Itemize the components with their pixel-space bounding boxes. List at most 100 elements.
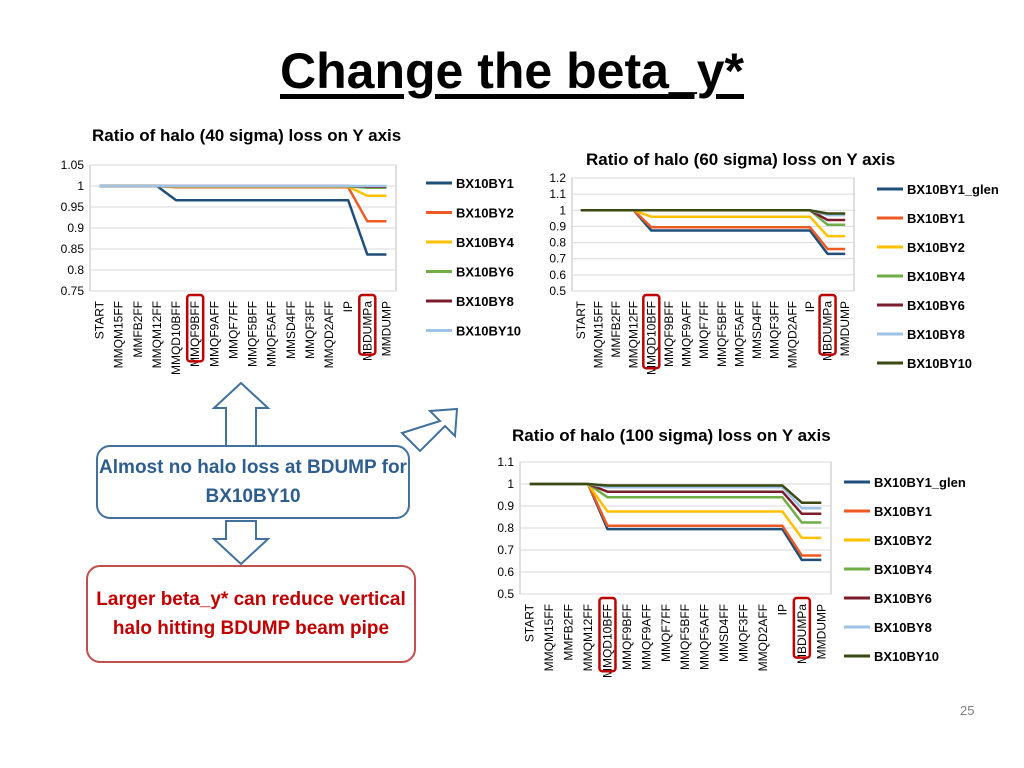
legend-label: BX10BY1_glen: [874, 475, 966, 490]
series-line: [580, 209, 846, 215]
series-line: [529, 482, 822, 504]
x-tick-label: MMSD4FF: [284, 301, 298, 359]
legend-label: BX10BY6: [907, 298, 965, 313]
x-tick-label: MMQM15FF: [542, 604, 556, 671]
chart-title-60-sigma: Ratio of halo (60 sigma) loss on Y axis: [586, 150, 896, 169]
x-tick-label: MMQD10BFF: [644, 301, 658, 375]
x-tick-label: MMQD10BFF: [600, 604, 614, 678]
legend-label: BX10BY4: [907, 269, 966, 284]
x-tick-label: MMFB2FF: [562, 604, 576, 661]
callout-no-halo-loss-text: Almost no halo loss at BDUMP for BX10BY1…: [99, 457, 407, 507]
page-number: 25: [960, 703, 975, 718]
y-tick-label: 1: [507, 477, 514, 491]
legend-label: BX10BY8: [907, 327, 965, 342]
legend-label: BX10BY1: [456, 176, 514, 191]
y-tick-label: 0.6: [497, 565, 514, 579]
legend-label: BX10BY1_glen: [907, 182, 999, 197]
slide-title: Change the beta_y*: [279, 43, 744, 99]
legend-label: BX10BY4: [874, 562, 933, 577]
x-tick-label: MMQM12FF: [627, 301, 641, 368]
highlight-box: [792, 596, 812, 659]
y-tick-label: 0.9: [549, 219, 566, 233]
chart-title-100-sigma: Ratio of halo (100 sigma) loss on Y axis: [512, 426, 831, 445]
x-tick-label: MMDUMP: [838, 301, 852, 356]
y-tick-label: 0.9: [497, 499, 514, 513]
highlight-box: [185, 293, 205, 363]
x-tick-label: MMSD4FF: [717, 604, 731, 662]
legend-label: BX10BY10: [456, 324, 521, 339]
y-tick-label: 1: [559, 203, 566, 217]
x-tick-label: MMQM15FF: [112, 301, 126, 368]
x-tick-label: MMQD2AFF: [785, 301, 799, 368]
y-tick-label: 0.8: [497, 521, 514, 535]
x-tick-label: MMQF9BFF: [662, 301, 676, 367]
x-tick-label: MMQF5BFF: [715, 301, 729, 367]
diagonal-arrow-icon: [400, 407, 459, 453]
y-tick-label: 0.95: [61, 200, 85, 214]
legend-label: BX10BY10: [874, 649, 939, 664]
y-tick-label: 0.7: [549, 252, 566, 266]
y-tick-label: 1: [77, 179, 84, 193]
legend-label: BX10BY2: [907, 240, 965, 255]
x-tick-label: MMQF3FF: [768, 301, 782, 359]
x-tick-label: MMFB2FF: [131, 301, 145, 358]
x-tick-label: MMQD2AFF: [322, 301, 336, 368]
y-tick-label: 0.5: [549, 284, 566, 298]
callout-larger-beta-text: Larger beta_y* can reduce vertical halo …: [96, 589, 406, 639]
x-tick-label: MMQF9AFF: [207, 301, 221, 367]
x-tick-label: MMQF5AFF: [732, 301, 746, 367]
y-tick-label: 0.6: [549, 268, 566, 282]
y-tick-label: 1.2: [549, 171, 566, 185]
x-tick-label: MMQF9AFF: [639, 604, 653, 670]
callout-larger-beta: Larger beta_y* can reduce vertical halo …: [86, 565, 416, 663]
legend-label: BX10BY6: [456, 265, 514, 280]
x-tick-label: MMQD2AFF: [756, 604, 770, 671]
x-tick-label: MMQF9BFF: [620, 604, 634, 670]
x-tick-label: MMQF3FF: [303, 301, 317, 359]
y-tick-label: 0.7: [497, 543, 514, 557]
up-arrow-icon: [211, 381, 271, 448]
x-tick-label: MMQF9BFF: [188, 301, 202, 367]
x-tick-label: MMFB2FF: [609, 301, 623, 358]
x-tick-label: START: [574, 300, 588, 339]
x-tick-label: MMQF7FF: [226, 301, 240, 359]
x-tick-label: START: [523, 603, 537, 642]
legend-label: BX10BY8: [874, 620, 932, 635]
y-tick-label: 1.1: [497, 455, 514, 469]
x-tick-label: MMQF9AFF: [680, 301, 694, 367]
legend-label: BX10BY10: [907, 356, 972, 371]
x-tick-label: MMQF5BFF: [246, 301, 260, 367]
x-tick-label: MBDUMPa: [360, 301, 374, 361]
legend-label: BX10BY8: [456, 294, 514, 309]
legend-label: BX10BY2: [456, 206, 514, 221]
highlight-box: [358, 293, 377, 356]
x-tick-label: MMQM12FF: [581, 604, 595, 671]
x-tick-label: MMSD4FF: [750, 301, 764, 359]
x-tick-label: MMQM15FF: [591, 301, 605, 368]
x-tick-label: MMQF7FF: [697, 301, 711, 359]
highlight-box: [642, 293, 661, 370]
y-tick-label: 0.75: [61, 284, 85, 298]
legend-label: BX10BY6: [874, 591, 932, 606]
callout-no-halo-loss: Almost no halo loss at BDUMP for BX10BY1…: [96, 445, 410, 519]
down-arrow-icon: [211, 520, 271, 566]
x-tick-label: MBDUMPa: [795, 604, 809, 664]
x-tick-label: START: [93, 300, 107, 339]
legend-label: BX10BY2: [874, 533, 932, 548]
x-tick-label: MMQF5BFF: [678, 604, 692, 670]
y-tick-label: 1.1: [549, 187, 566, 201]
legend-label: BX10BY1: [874, 504, 932, 519]
x-tick-label: MBDUMPa: [821, 301, 835, 361]
x-tick-label: MMQF7FF: [659, 604, 673, 662]
x-tick-label: IP: [341, 301, 355, 312]
y-tick-label: 0.5: [497, 587, 514, 601]
x-tick-label: IP: [803, 301, 817, 312]
y-tick-label: 0.8: [549, 236, 566, 250]
legend-label: BX10BY1: [907, 211, 965, 226]
highlight-box: [818, 293, 837, 356]
y-tick-label: 0.85: [61, 242, 85, 256]
